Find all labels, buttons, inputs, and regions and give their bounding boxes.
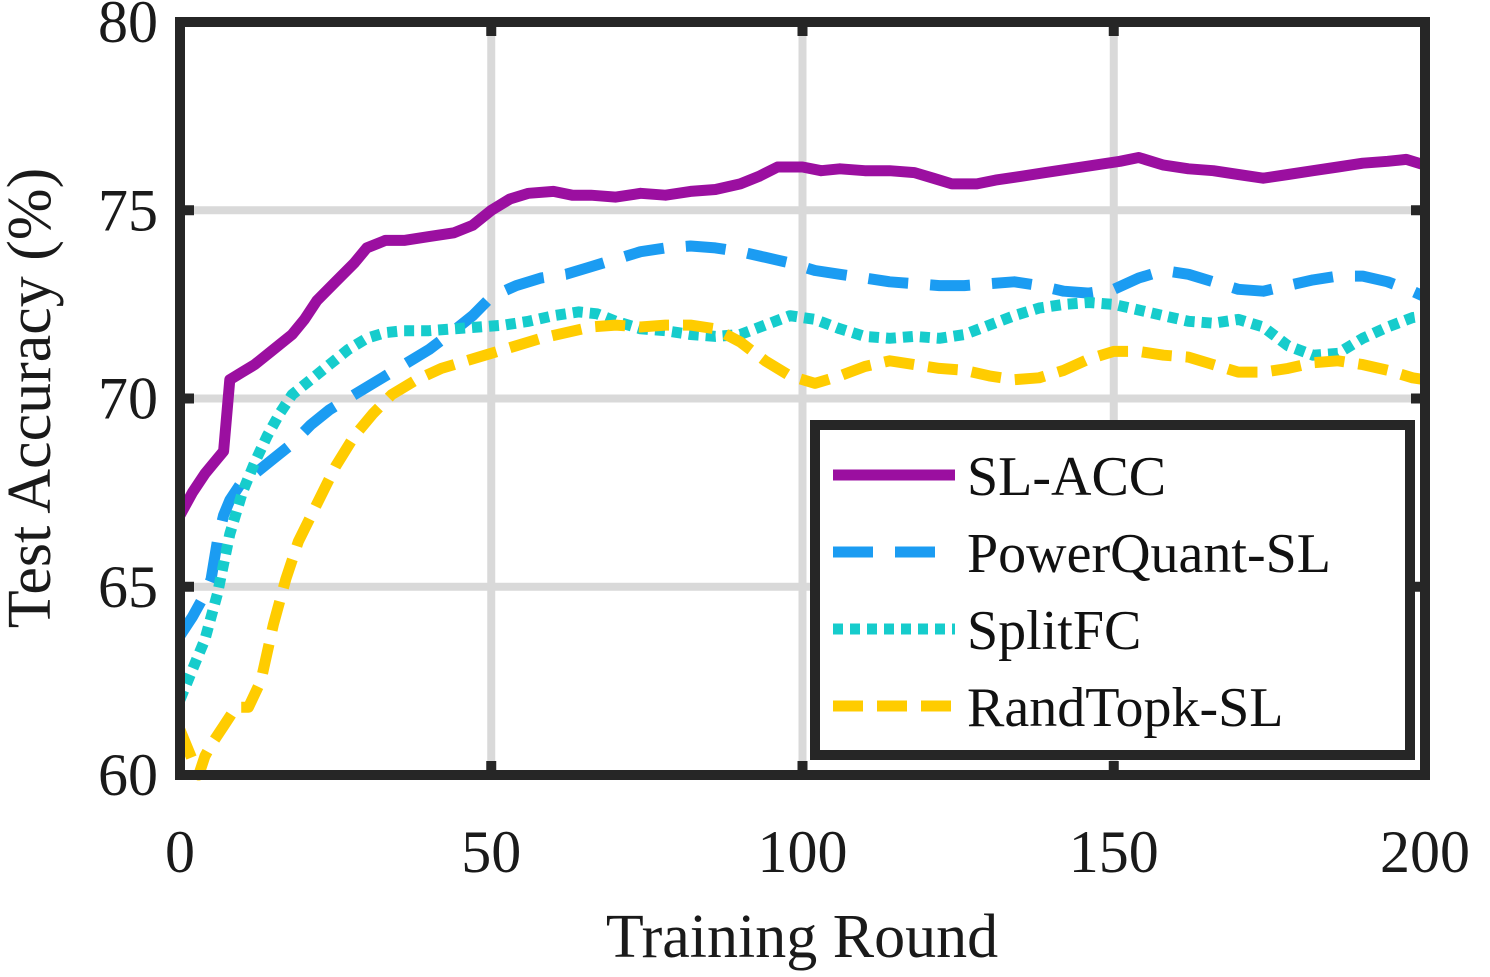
- x-tick-label: 150: [1069, 819, 1159, 885]
- legend-label: RandTopk-SL: [967, 677, 1284, 739]
- y-tick-label: 70: [98, 366, 158, 432]
- y-axis-label: Test Accuracy (%): [0, 168, 64, 628]
- series-line-sl-acc: [175, 152, 1427, 518]
- series-line-randtopk-sl: [174, 319, 1426, 781]
- x-tick-label: 0: [165, 819, 195, 885]
- x-axis-label: Training Round: [606, 903, 998, 971]
- legend-label: SplitFC: [967, 600, 1141, 662]
- y-tick-label: 60: [98, 742, 158, 808]
- legend-label: SL-ACC: [967, 446, 1166, 508]
- y-tick-label: 65: [98, 554, 158, 620]
- legend: SL-ACC PowerQuant-SL SplitFC RandTopk-SL: [810, 420, 1415, 760]
- x-tick-label: 50: [461, 819, 521, 885]
- legend-label: PowerQuant-SL: [967, 523, 1331, 585]
- series-layer: [174, 152, 1428, 781]
- x-tick-label: 200: [1380, 819, 1470, 885]
- y-tick-label: 75: [98, 177, 158, 243]
- series-line-powerquant-sl: [175, 240, 1428, 639]
- y-tick-label: 80: [98, 0, 158, 55]
- x-tick-label: 100: [758, 819, 848, 885]
- axis-ticks: 0 50 100 150 200 60 65 70 75 80: [98, 0, 1470, 885]
